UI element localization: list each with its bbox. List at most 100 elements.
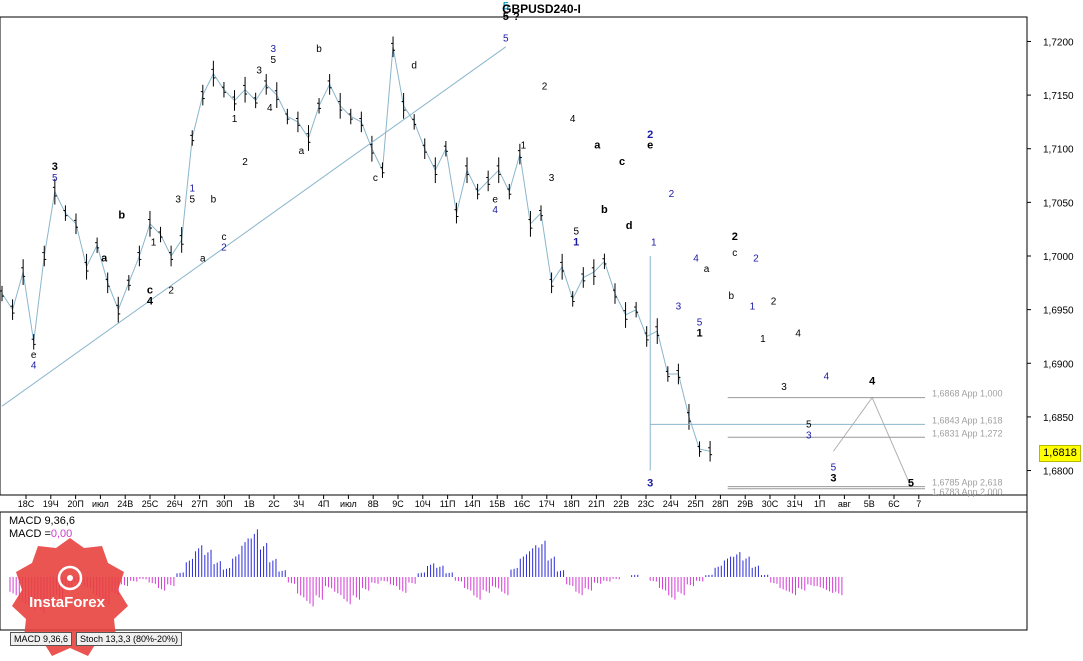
wave-label: 3 [549, 173, 555, 184]
wave-label: 4 [31, 361, 37, 372]
wave-label: 2 [168, 286, 174, 297]
x-tick-label: 3Ч [293, 499, 304, 509]
fib-level-label: 1,6831 App 1,272 [932, 428, 1003, 438]
x-tick-label: 22В [613, 499, 629, 509]
wave-label: 2 [771, 296, 777, 307]
wave-label: a [101, 252, 108, 264]
wave-label: 1 [651, 237, 657, 248]
indicator-tabs: MACD 9,36,6 Stoch 13,3,3 (80%-20%) [0, 632, 925, 646]
y-tick-label: 1,6800 [1043, 467, 1074, 478]
wave-label: 1 [750, 302, 756, 313]
x-tick-label: 1В [244, 499, 255, 509]
macd-value-label: MACD =0,00 [9, 528, 72, 540]
wave-label: 4 [492, 205, 498, 216]
y-tick-label: 1,6900 [1043, 359, 1074, 370]
macd-value: 0,00 [50, 528, 73, 540]
x-tick-label: 2С [268, 499, 280, 509]
y-tick-label: 1,6950 [1043, 306, 1074, 317]
wave-label: 5 [806, 420, 812, 431]
wave-label: 3 [647, 478, 653, 490]
y-tick-label: 1,7150 [1043, 91, 1074, 102]
wave-label: 5 [573, 227, 579, 238]
wave-label: b [728, 291, 734, 302]
wave-label: ? [513, 11, 520, 23]
wave-label: 5 [503, 11, 509, 23]
wave-label: 4 [824, 371, 830, 382]
x-tick-label: 19Ч [43, 499, 59, 509]
x-tick-label: 24В [117, 499, 133, 509]
tab-stoch[interactable]: Stoch 13,3,3 (80%-20%) [76, 632, 183, 646]
wave-label: 2 [242, 157, 248, 168]
wave-label: 3 [256, 66, 262, 77]
x-tick-label: 5В [864, 499, 875, 509]
wave-label: 2 [542, 82, 548, 93]
wave-label: 5 [831, 463, 837, 474]
wave-label: c [619, 156, 625, 168]
x-tick-label: 18С [18, 499, 35, 509]
x-tick-label: 25П [687, 499, 703, 509]
wave-label: c [373, 173, 378, 184]
wave-label: 2 [669, 189, 675, 200]
x-tick-label: 28П [712, 499, 728, 509]
wave-label: 5 [503, 33, 509, 44]
x-tick-label: 21П [588, 499, 604, 509]
macd-params-label: MACD 9,36,6 [9, 515, 76, 527]
x-tick-label: 25С [142, 499, 159, 509]
wave-label: 3 [270, 44, 276, 55]
wave-label: 3 [806, 430, 812, 441]
wave-label: d [626, 220, 633, 232]
wave-label: c [147, 285, 153, 297]
y-tick-label: 1,7200 [1043, 37, 1074, 48]
y-tick-label: 1,7000 [1043, 252, 1074, 263]
wave-label: 5 [189, 194, 195, 205]
wave-label: 3 [781, 382, 787, 393]
wave-label: 3 [676, 302, 682, 313]
wave-label: a [704, 264, 710, 275]
macd-plot-border [0, 511, 1028, 631]
wave-label: c [221, 232, 226, 243]
wave-label: 2 [732, 231, 738, 243]
x-tick-label: 11П [440, 499, 456, 509]
wave-label: b [601, 204, 608, 216]
fib-level-label: 1,6785 App 2,618 [932, 478, 1003, 488]
x-tick-label: 26Ч [167, 499, 183, 509]
wave-label: 1 [573, 236, 579, 248]
x-tick-label: 24Ч [663, 499, 679, 509]
wave-label: 3 [52, 161, 58, 173]
wave-label: 4 [869, 376, 876, 388]
wave-label: b [316, 44, 322, 55]
wave-label: a [299, 146, 305, 157]
x-tick-label: авг [838, 499, 852, 509]
wave-label: 3 [175, 194, 181, 205]
wave-label: 2 [221, 243, 227, 254]
x-tick-label: 23С [638, 499, 655, 509]
y-tick-label: 1,6850 [1043, 413, 1074, 424]
wave-label: 1 [189, 184, 195, 195]
wave-label: a [594, 140, 601, 152]
wave-label: 5 [270, 55, 276, 66]
fib-level-label: 1,6783 App 2,000 [932, 487, 1003, 497]
chart-title: GBPUSD240-I [502, 2, 581, 16]
wave-label: b [211, 194, 217, 205]
x-tick-label: 14П [464, 499, 480, 509]
wave-label: 1 [521, 141, 527, 152]
x-tick-label: 6С [888, 499, 900, 509]
wave-label: 5 [52, 173, 58, 184]
wave-label: 4 [693, 253, 699, 264]
wave-label: 5 [503, 0, 509, 12]
x-tick-label: 17Ч [539, 499, 555, 509]
price-plot-border [0, 16, 1028, 496]
x-tick-label: 4П [318, 499, 329, 509]
x-tick-label: 7 [916, 499, 921, 509]
x-tick-label: 27П [191, 499, 207, 509]
wave-label: 4 [267, 103, 273, 114]
x-tick-label: июл [92, 499, 109, 509]
wave-label: 5 [908, 478, 914, 490]
x-tick-label: 9С [392, 499, 404, 509]
current-price-badge: 1,6818 [1039, 445, 1081, 462]
x-tick-label: 31Ч [787, 499, 803, 509]
wave-label: 2 [647, 129, 653, 141]
tab-macd[interactable]: MACD 9,36,6 [10, 632, 73, 646]
x-tick-label: 20П [67, 499, 83, 509]
